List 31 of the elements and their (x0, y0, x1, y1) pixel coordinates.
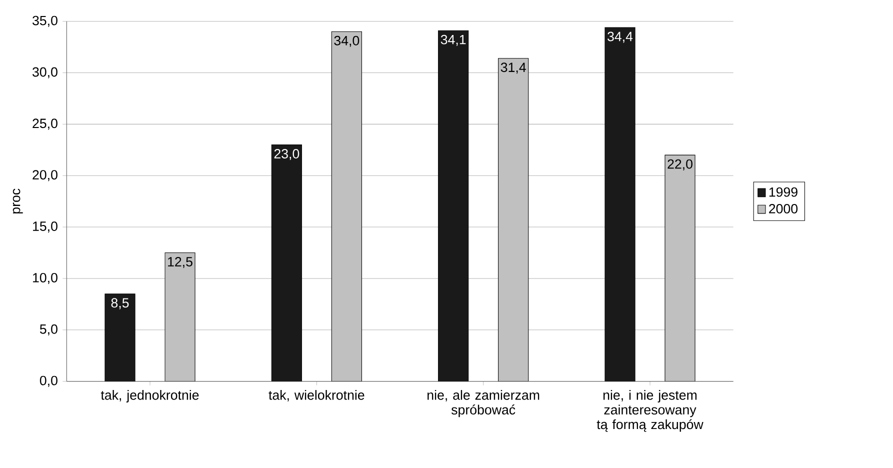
y-tick-label: 35,0 (32, 16, 58, 27)
y-tick-label: 30,0 (32, 67, 58, 78)
x-tick-label: tak, wielokrotnie (268, 390, 364, 402)
x-tick-label: tak, jednokrotnie (100, 390, 199, 402)
data-label: 22,0 (668, 159, 692, 170)
bar (331, 31, 362, 382)
bar (498, 58, 529, 382)
data-label: 8,5 (111, 298, 129, 310)
y-tick-label: 25,0 (32, 118, 58, 130)
bar (104, 294, 136, 382)
data-label: 31,4 (500, 62, 526, 74)
y-tick-label: 5,0 (40, 324, 58, 336)
data-label: 34,1 (440, 34, 466, 46)
y-axis-title: proc (12, 188, 23, 214)
legend-label: 1999 (769, 187, 798, 197)
bar (271, 144, 302, 382)
data-label: 23,0 (274, 149, 300, 160)
bar (164, 252, 196, 382)
y-tick-label: 0,0 (40, 376, 58, 387)
data-label: 12,5 (168, 257, 192, 268)
y-tick-label: 20,0 (32, 170, 58, 182)
data-label: 34,0 (334, 36, 360, 47)
x-tick-label: nie, ale zamierzam spróbować (428, 390, 540, 418)
data-label: 34,4 (608, 32, 633, 43)
y-tick-label: 15,0 (33, 222, 58, 233)
bar (664, 154, 696, 382)
bar (604, 27, 636, 382)
x-tick-label: nie, i nie jestem zainteresowany tą formą zakupów (596, 390, 704, 432)
bar (438, 30, 469, 382)
legend-label: 2000 (769, 204, 798, 214)
y-tick-label: 10,0 (33, 272, 58, 284)
